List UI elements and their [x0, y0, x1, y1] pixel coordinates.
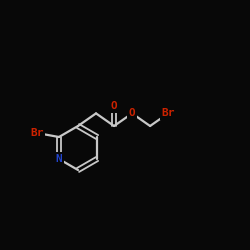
Text: Br: Br — [30, 128, 44, 138]
Text: O: O — [111, 101, 117, 111]
Text: O: O — [129, 108, 136, 118]
Text: N: N — [56, 154, 62, 164]
Text: Br: Br — [161, 108, 175, 118]
